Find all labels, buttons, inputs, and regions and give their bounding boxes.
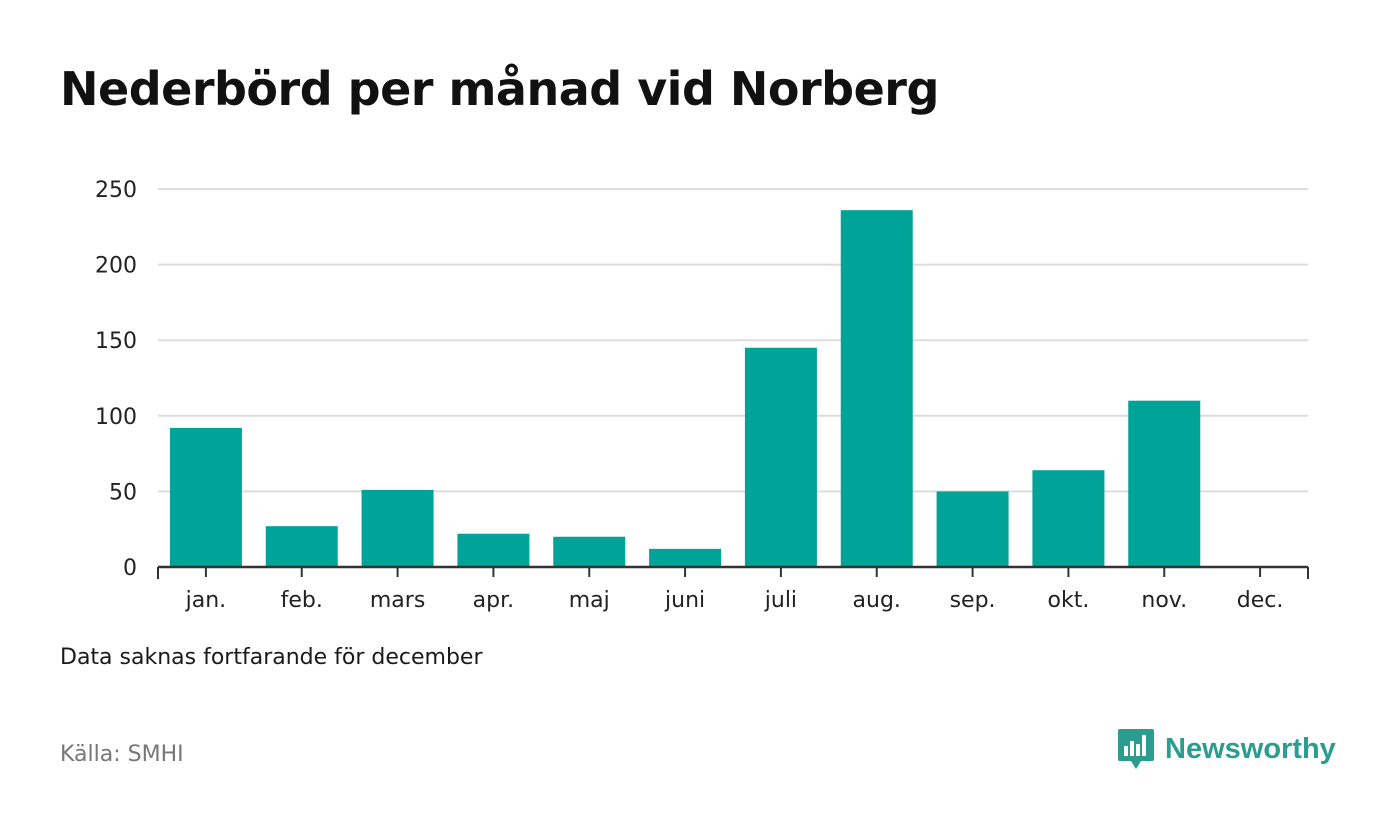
gridlines [158,188,1308,493]
bar-juni [649,548,722,567]
y-tick-label: 0 [123,556,137,581]
x-tick-label: apr. [473,588,514,613]
bar-nov [1128,400,1201,567]
y-tick-label: 100 [95,405,137,430]
bar-feb [265,526,338,567]
x-axis [157,565,1309,579]
bar-aug [840,210,913,567]
y-tick-label: 150 [95,329,137,354]
data-note: Data saknas fortfarande för december [60,645,483,670]
x-tick-label: mars [370,588,425,613]
x-tick-label: feb. [281,588,323,613]
x-tick-label: juni [664,588,705,613]
y-tick-label: 50 [109,480,137,505]
newsworthy-logo-icon [1118,729,1154,769]
x-tick-label: juli [764,588,797,613]
bars [169,210,1201,567]
bar-apr [457,533,530,567]
x-tick-label: dec. [1237,588,1284,613]
bar-sep [936,491,1009,567]
y-axis-labels: 0 50 100 150 200 250 [95,178,137,581]
brand-name: Newsworthy [1165,732,1336,765]
y-tick-label: 200 [95,254,137,279]
y-tick-label: 250 [95,178,137,203]
brand-logo: Newsworthy [1117,726,1336,772]
bar-maj [553,536,626,567]
x-tick-label: okt. [1048,588,1090,613]
chart-title: Nederbörd per månad vid Norberg [60,62,939,116]
bar-juli [744,347,817,567]
x-tick-label: maj [569,588,610,613]
bar-okt [1032,470,1105,567]
x-tick-label: sep. [950,588,996,613]
bar-jan [169,427,242,567]
x-tick-label: aug. [853,588,901,613]
x-tick-label: jan. [185,588,227,613]
source-label: Källa: SMHI [60,742,184,767]
x-tick-label: nov. [1141,588,1187,613]
x-axis-labels: jan. feb. mars apr. maj juni juli aug. sep. okt. n… [185,588,1284,613]
bar-mars [361,489,434,567]
